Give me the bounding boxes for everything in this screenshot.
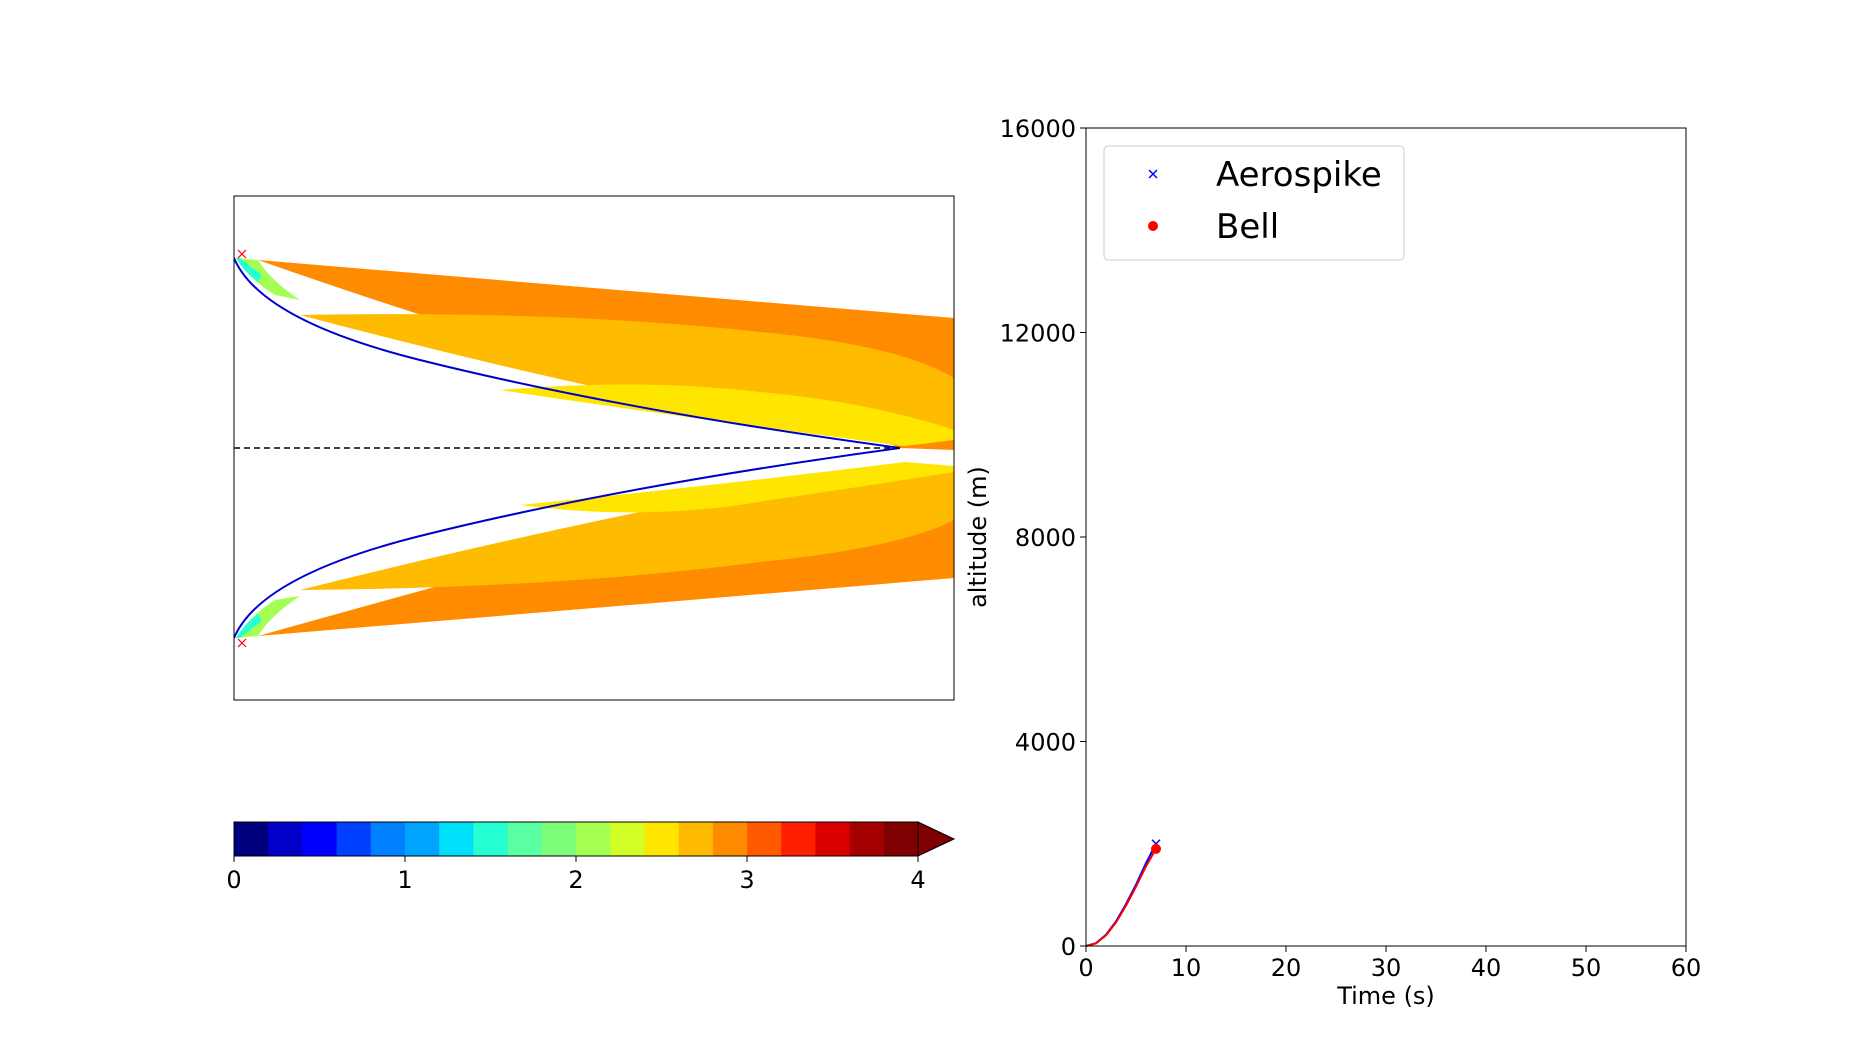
colorbar-tick-label: 4 — [910, 866, 925, 894]
x-tick-label: 30 — [1371, 954, 1402, 982]
colorbar-tick-label: 0 — [226, 866, 241, 894]
y-axis-label: altitude (m) — [964, 466, 992, 608]
nozzle-plot-frame — [233, 195, 955, 701]
legend-aerospike-marker — [1148, 169, 1158, 179]
legend-aerospike-label: Aerospike — [1216, 155, 1382, 195]
colorbar-tick-label: 2 — [568, 866, 583, 894]
colorbar-swatch — [507, 822, 543, 856]
upper-plume-inner — [500, 384, 954, 446]
y-tick-label: 0 — [1061, 933, 1076, 961]
x-tick-label: 10 — [1171, 954, 1202, 982]
throat-marker-bottom — [237, 638, 247, 648]
y-tick-label: 12000 — [1000, 320, 1076, 348]
x-tick-label: 60 — [1671, 954, 1702, 982]
flow-field — [234, 257, 954, 639]
colorbar-swatch — [781, 822, 816, 856]
series-line-bell — [1085, 848, 1157, 947]
series-line-aerospike — [1085, 843, 1157, 947]
legend-bell-label: Bell — [1216, 207, 1279, 247]
legend-box — [1103, 145, 1405, 261]
nozzle-plot — [233, 195, 955, 701]
x-tick-label: 20 — [1271, 954, 1302, 982]
colorbar-swatch — [644, 822, 680, 856]
throat-marker-top — [237, 249, 247, 259]
lower-throat-core — [236, 614, 262, 638]
colorbar-swatch — [541, 822, 577, 856]
legend-bell-marker — [1148, 221, 1158, 231]
colorbar-swatch — [336, 822, 372, 856]
y-tick-label: 8000 — [1015, 524, 1076, 552]
colorbar-swatch — [678, 822, 714, 856]
colorbar-swatch — [815, 822, 851, 856]
colorbar-tick-label: 1 — [397, 866, 412, 894]
x-axis-ticks: 0 10 20 30 40 50 60 — [1078, 946, 1701, 982]
colorbar-swatch — [610, 822, 645, 856]
series-endpoint-bell — [1151, 843, 1161, 854]
lower-plume-inner — [520, 462, 954, 513]
upper-nozzle-contour — [234, 257, 901, 449]
colorbar-swatch — [747, 822, 782, 856]
colorbar-swatch — [883, 822, 919, 856]
altitude-series — [1085, 839, 1161, 947]
colorbar-swatch — [405, 822, 440, 856]
x-axis-label: Time (s) — [1336, 982, 1435, 1010]
y-tick-label: 16000 — [1000, 115, 1076, 143]
colorbar-swatch — [370, 822, 406, 856]
upper-throat-core — [236, 258, 262, 282]
y-tick-label: 4000 — [1015, 729, 1076, 757]
colorbar-swatch — [849, 822, 885, 856]
x-tick-label: 40 — [1471, 954, 1502, 982]
lower-nozzle-contour — [234, 447, 901, 639]
colorbar-swatch — [473, 822, 509, 856]
colorbar-swatch — [268, 822, 303, 856]
x-tick-label: 0 — [1078, 954, 1093, 982]
colorbar-extend-arrow — [917, 821, 956, 857]
colorbar-swatch — [234, 822, 269, 856]
colorbar-swatch — [712, 822, 748, 856]
legend: Aerospike Bell — [1103, 145, 1405, 261]
y-axis-ticks: 0 4000 8000 12000 16000 — [1000, 115, 1086, 961]
colorbar-swatch — [439, 822, 474, 856]
colorbar-swatch — [302, 822, 338, 856]
colorbar-tick-label: 3 — [739, 866, 754, 894]
colorbar: 0 1 2 3 4 — [226, 821, 956, 894]
altitude-plot: 0 10 20 30 40 50 60 0 4000 8000 12000 16000 Time (… — [964, 115, 1701, 1010]
colorbar-swatch — [576, 822, 611, 856]
x-tick-label: 50 — [1571, 954, 1602, 982]
